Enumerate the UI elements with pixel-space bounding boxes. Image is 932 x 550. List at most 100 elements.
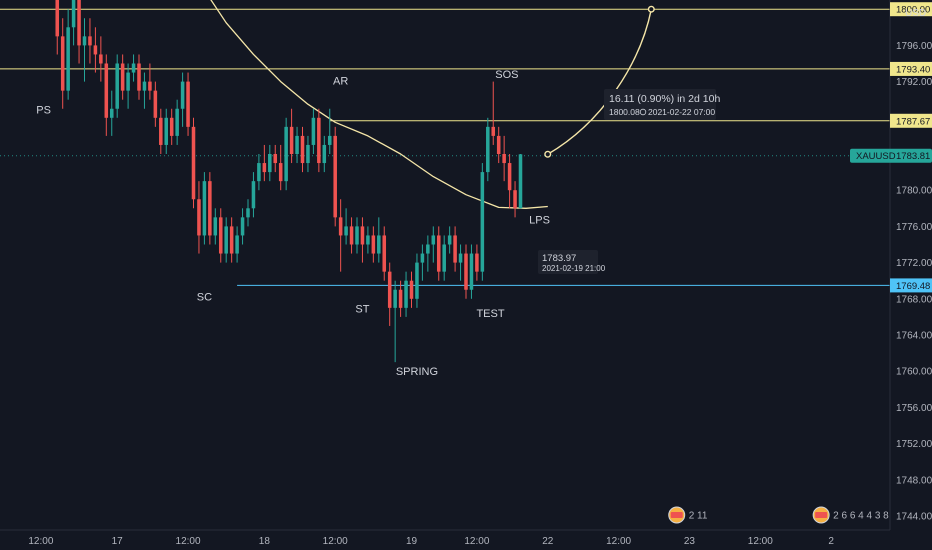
candle[interactable] [311, 108, 316, 154]
candle[interactable] [235, 226, 239, 263]
candle[interactable] [371, 226, 376, 263]
candle[interactable] [153, 81, 158, 127]
candle[interactable] [251, 172, 256, 218]
candle[interactable] [338, 199, 343, 272]
candle[interactable] [491, 81, 496, 145]
candle[interactable] [268, 144, 272, 182]
projection-start-point[interactable] [544, 150, 552, 158]
candle[interactable] [344, 208, 348, 245]
candle[interactable] [442, 235, 446, 281]
candle[interactable] [300, 126, 305, 173]
candle[interactable] [88, 18, 92, 64]
candle-body [475, 253, 479, 272]
candle[interactable] [486, 117, 490, 182]
candle[interactable] [436, 226, 441, 281]
candle[interactable] [180, 72, 185, 127]
measure-tooltip-price: 1800.08 [609, 107, 640, 117]
candle[interactable] [246, 199, 250, 227]
candle[interactable] [518, 154, 523, 209]
candle[interactable] [169, 108, 174, 145]
candle[interactable] [306, 135, 310, 173]
candle[interactable] [273, 144, 278, 173]
candle[interactable] [426, 235, 430, 272]
candle[interactable] [464, 244, 468, 299]
candle[interactable] [507, 154, 512, 209]
candle[interactable] [208, 172, 212, 245]
candle[interactable] [475, 244, 479, 281]
candle[interactable] [71, 0, 76, 46]
event-badge[interactable]: 2 11 [668, 506, 708, 524]
footer-badges[interactable]: 2 11 2 6 6 4 4 3 8 [668, 506, 889, 524]
candle[interactable] [398, 280, 403, 317]
candle[interactable] [431, 226, 436, 263]
candle[interactable] [355, 217, 359, 254]
candle[interactable] [131, 54, 136, 82]
candle[interactable] [224, 217, 228, 263]
candle[interactable] [213, 208, 218, 245]
candle[interactable] [327, 108, 332, 154]
candle[interactable] [377, 217, 381, 263]
candle[interactable] [159, 108, 163, 154]
horizontal-levels[interactable] [0, 8, 890, 286]
candle[interactable] [289, 108, 294, 164]
candle[interactable] [120, 54, 125, 100]
candle[interactable] [218, 208, 223, 263]
candle[interactable] [469, 244, 474, 299]
candle[interactable] [333, 126, 337, 227]
candle[interactable] [175, 99, 179, 145]
candle[interactable] [387, 262, 392, 326]
candle[interactable] [257, 154, 261, 191]
candle[interactable] [55, 0, 60, 55]
candle-body [518, 154, 523, 209]
candle[interactable] [284, 117, 288, 191]
candle[interactable] [109, 90, 114, 136]
candle[interactable] [366, 226, 370, 254]
candle[interactable] [458, 244, 463, 281]
candle[interactable] [197, 181, 201, 254]
candle[interactable] [382, 226, 387, 281]
candle[interactable] [104, 54, 109, 136]
candle[interactable] [322, 135, 327, 173]
candle[interactable] [404, 271, 408, 317]
price-axis[interactable]: 1744.00 1748.00 1752.00 1756.00 1760.00 1764.… [850, 0, 932, 530]
candle[interactable] [186, 72, 190, 136]
candle[interactable] [202, 172, 207, 245]
candle[interactable] [115, 54, 119, 118]
candle[interactable] [148, 63, 152, 100]
projection-end-point[interactable] [647, 5, 655, 13]
candle[interactable] [191, 117, 196, 209]
candle[interactable] [99, 36, 103, 82]
measure-tooltip-date: 2021-02-22 07:00 [648, 107, 715, 117]
candle[interactable] [349, 217, 354, 254]
candles-layer[interactable] [28, 0, 523, 363]
candle[interactable] [229, 217, 234, 263]
candle[interactable] [317, 108, 321, 173]
candle[interactable] [295, 126, 299, 164]
candle[interactable] [82, 18, 87, 82]
candle[interactable] [93, 27, 98, 73]
candle[interactable] [262, 144, 267, 182]
candle[interactable] [164, 108, 169, 154]
candle[interactable] [60, 18, 65, 109]
candle[interactable] [126, 63, 130, 109]
candle[interactable] [278, 144, 283, 191]
candle[interactable] [360, 217, 365, 263]
time-axis[interactable]: 12:00 17 12:00 18 12:00 19 12:00 22 12:00 23 12:00… [0, 529, 890, 547]
candle[interactable] [453, 226, 457, 272]
candle[interactable] [502, 135, 506, 182]
event-badge[interactable]: 2 6 6 4 4 3 8 [812, 506, 889, 524]
candle[interactable] [66, 9, 70, 100]
candle[interactable] [447, 226, 452, 254]
candle[interactable] [409, 271, 414, 308]
candle[interactable] [137, 54, 141, 100]
candle[interactable] [420, 244, 425, 281]
candle[interactable] [142, 72, 147, 109]
candle[interactable] [393, 280, 397, 363]
candle[interactable] [240, 208, 245, 245]
candle[interactable] [513, 181, 517, 218]
candle[interactable] [415, 253, 419, 308]
candle[interactable] [480, 163, 485, 281]
candle[interactable] [77, 0, 81, 64]
candle[interactable] [496, 126, 501, 164]
